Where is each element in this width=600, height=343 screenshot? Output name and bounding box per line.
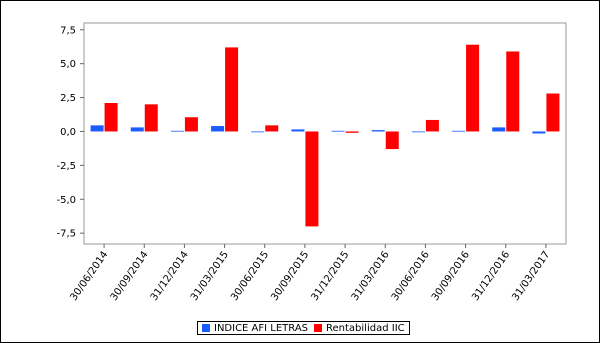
x-tick-label: 31/12/2016 [470, 249, 512, 303]
bar-0-8 [411, 131, 425, 133]
bar-1-1 [144, 104, 158, 132]
x-tick-label: 30/06/2016 [390, 249, 432, 303]
legend-item-series-1: Rentabilidad IIC [314, 323, 405, 334]
y-tick-label: 0,0 [60, 127, 76, 138]
legend-label-series-1: Rentabilidad IIC [326, 322, 405, 334]
bar-1-11 [546, 93, 560, 132]
bar-0-2 [170, 130, 184, 132]
bar-1-0 [104, 102, 118, 132]
bar-0-10 [492, 127, 506, 132]
bar-0-11 [532, 131, 546, 134]
y-tick-label: -5,0 [56, 195, 76, 206]
x-tick-label: 30/09/2016 [430, 249, 472, 303]
bar-0-4 [251, 131, 265, 133]
x-tick-label: 31/12/2015 [309, 249, 351, 303]
x-tick-label: 30/06/2014 [68, 249, 110, 303]
bar-1-4 [265, 125, 279, 132]
legend-item-series-0: INDICE AFI LETRAS [202, 323, 308, 334]
bar-0-9 [452, 130, 466, 132]
bar-0-1 [130, 127, 144, 132]
x-tick-label: 30/09/2015 [269, 249, 311, 303]
x-tick-label: 30/06/2015 [229, 249, 271, 303]
y-tick-label: 5,0 [60, 59, 76, 70]
x-tick-label: 31/03/2016 [350, 249, 392, 303]
bar-1-3 [225, 47, 239, 132]
bar-0-5 [291, 129, 305, 132]
bar-0-0 [90, 125, 104, 132]
x-tick-label: 30/09/2014 [109, 249, 151, 303]
y-tick-label: 2,5 [60, 93, 76, 104]
bar-1-8 [425, 119, 439, 132]
bar-0-7 [371, 130, 385, 132]
x-tick-label: 31/03/2015 [189, 249, 231, 303]
bar-1-7 [385, 131, 399, 150]
bar-1-6 [345, 131, 359, 133]
legend-label-series-0: INDICE AFI LETRAS [214, 322, 309, 334]
bar-1-10 [506, 51, 520, 132]
legend-swatch-series-0 [202, 324, 210, 332]
bar-1-5 [305, 131, 319, 227]
bar-0-3 [211, 126, 225, 132]
y-tick-label: -7,5 [56, 229, 76, 240]
y-tick-label: 7,5 [60, 25, 76, 36]
plot-area [83, 22, 567, 245]
bar-1-9 [466, 44, 480, 132]
bar-0-6 [331, 130, 345, 132]
legend-swatch-series-1 [314, 324, 323, 332]
x-tick-label: 31/12/2014 [149, 249, 191, 303]
y-tick-label: -2,5 [56, 161, 76, 172]
chart-legend: INDICE AFI LETRAS Rentabilidad IIC [197, 321, 410, 335]
bar-1-2 [184, 117, 198, 132]
x-tick-label: 31/03/2017 [510, 249, 552, 303]
